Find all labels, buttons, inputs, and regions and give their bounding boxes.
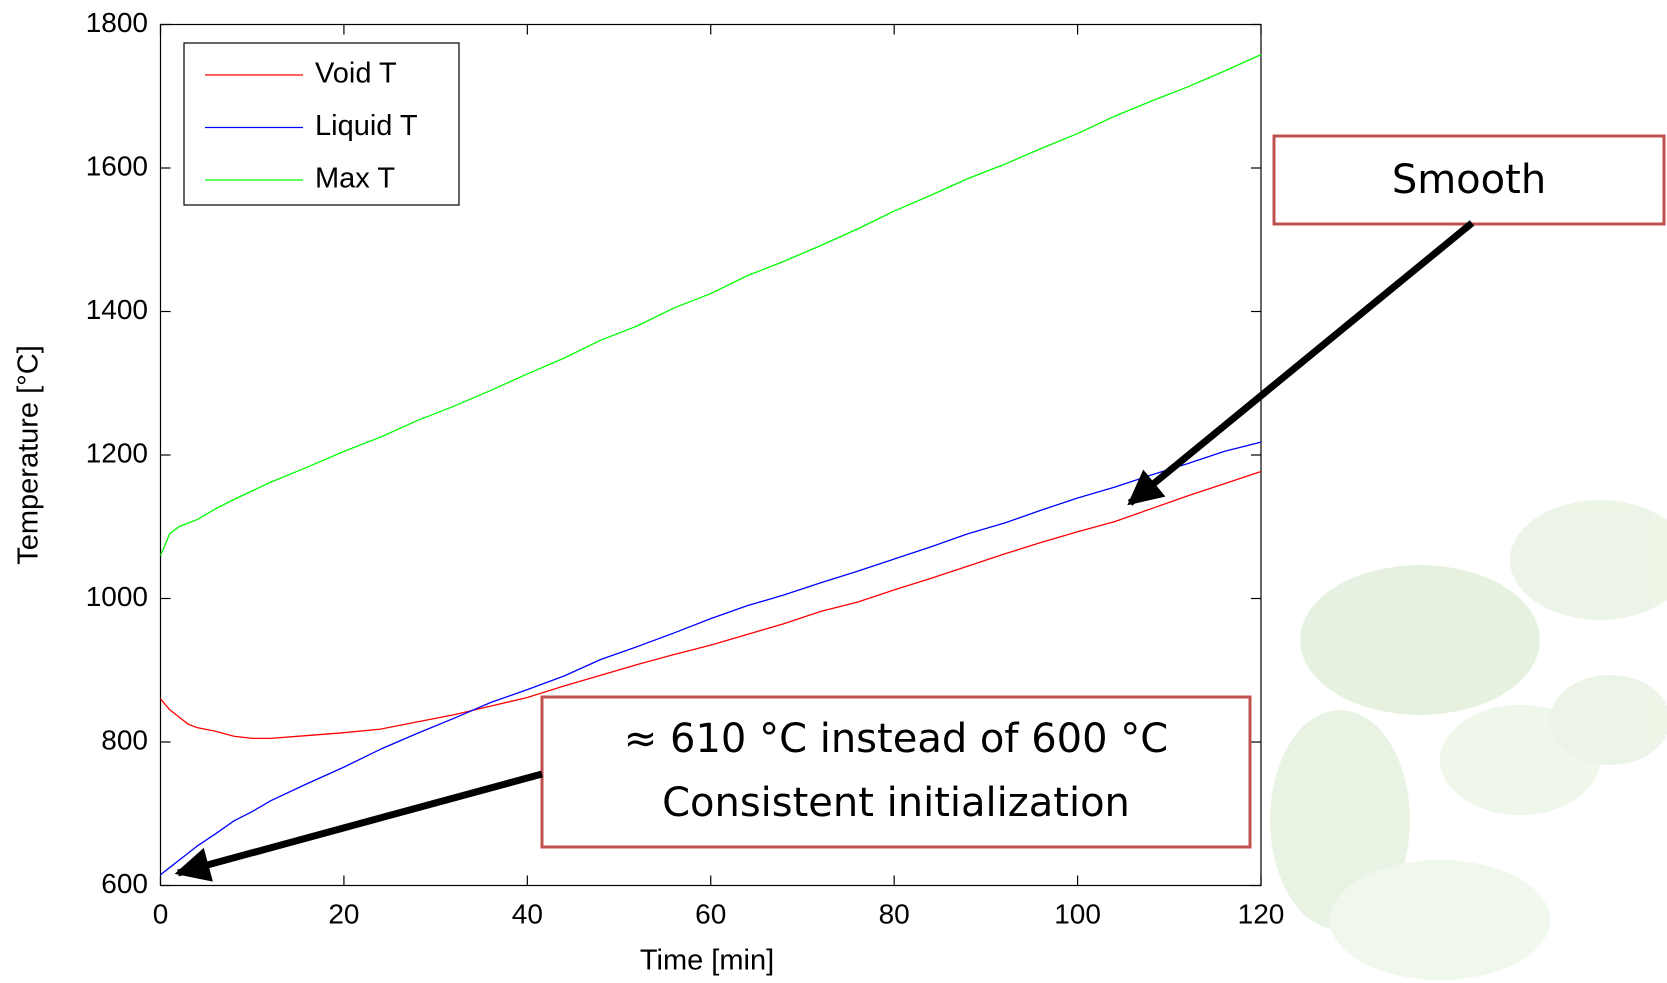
legend-box xyxy=(183,42,460,206)
background-decoration xyxy=(1270,500,1667,980)
series-line xyxy=(160,441,1262,876)
y-tick-label: 1600 xyxy=(86,150,148,181)
x-tick-label: 20 xyxy=(328,898,359,929)
annotation-text: ≈ 610 °C instead of 600 °C xyxy=(624,716,1168,762)
series-line xyxy=(160,470,1262,740)
y-tick-label: 800 xyxy=(101,724,148,755)
y-tick-label: 1000 xyxy=(86,581,148,612)
x-axis-label: Time [min] xyxy=(640,945,774,977)
x-tick-label: 0 xyxy=(153,898,169,929)
x-tick-label: 40 xyxy=(512,898,543,929)
annotation-init: ≈ 610 °C instead of 600 °C Consistent in… xyxy=(540,695,1252,849)
arrow xyxy=(174,770,543,882)
annotation-text: Consistent initialization xyxy=(662,780,1130,826)
x-tick-label: 60 xyxy=(695,898,726,929)
x-tick-label: 80 xyxy=(879,898,910,929)
annotation-smooth: Smooth xyxy=(1272,134,1666,226)
y-tick-label: 1800 xyxy=(86,7,148,38)
y-axis-label: Temperature [°C] xyxy=(13,345,45,565)
legend-label: Liquid T xyxy=(315,110,418,142)
y-tick-label: 1200 xyxy=(86,437,148,468)
annotation-text: Smooth xyxy=(1392,157,1546,203)
series-line xyxy=(159,54,1262,556)
legend: Void T Liquid T Max T xyxy=(183,42,460,206)
annotation-box xyxy=(1272,134,1666,226)
x-tick-label: 120 xyxy=(1238,898,1285,929)
legend-label: Void T xyxy=(315,58,397,90)
legend-label: Max T xyxy=(315,163,395,195)
annotation-box xyxy=(540,695,1252,849)
y-tick-label: 600 xyxy=(101,868,148,899)
arrow xyxy=(1127,220,1475,506)
x-tick-label: 100 xyxy=(1054,898,1101,929)
y-tick-label: 1400 xyxy=(86,294,148,325)
